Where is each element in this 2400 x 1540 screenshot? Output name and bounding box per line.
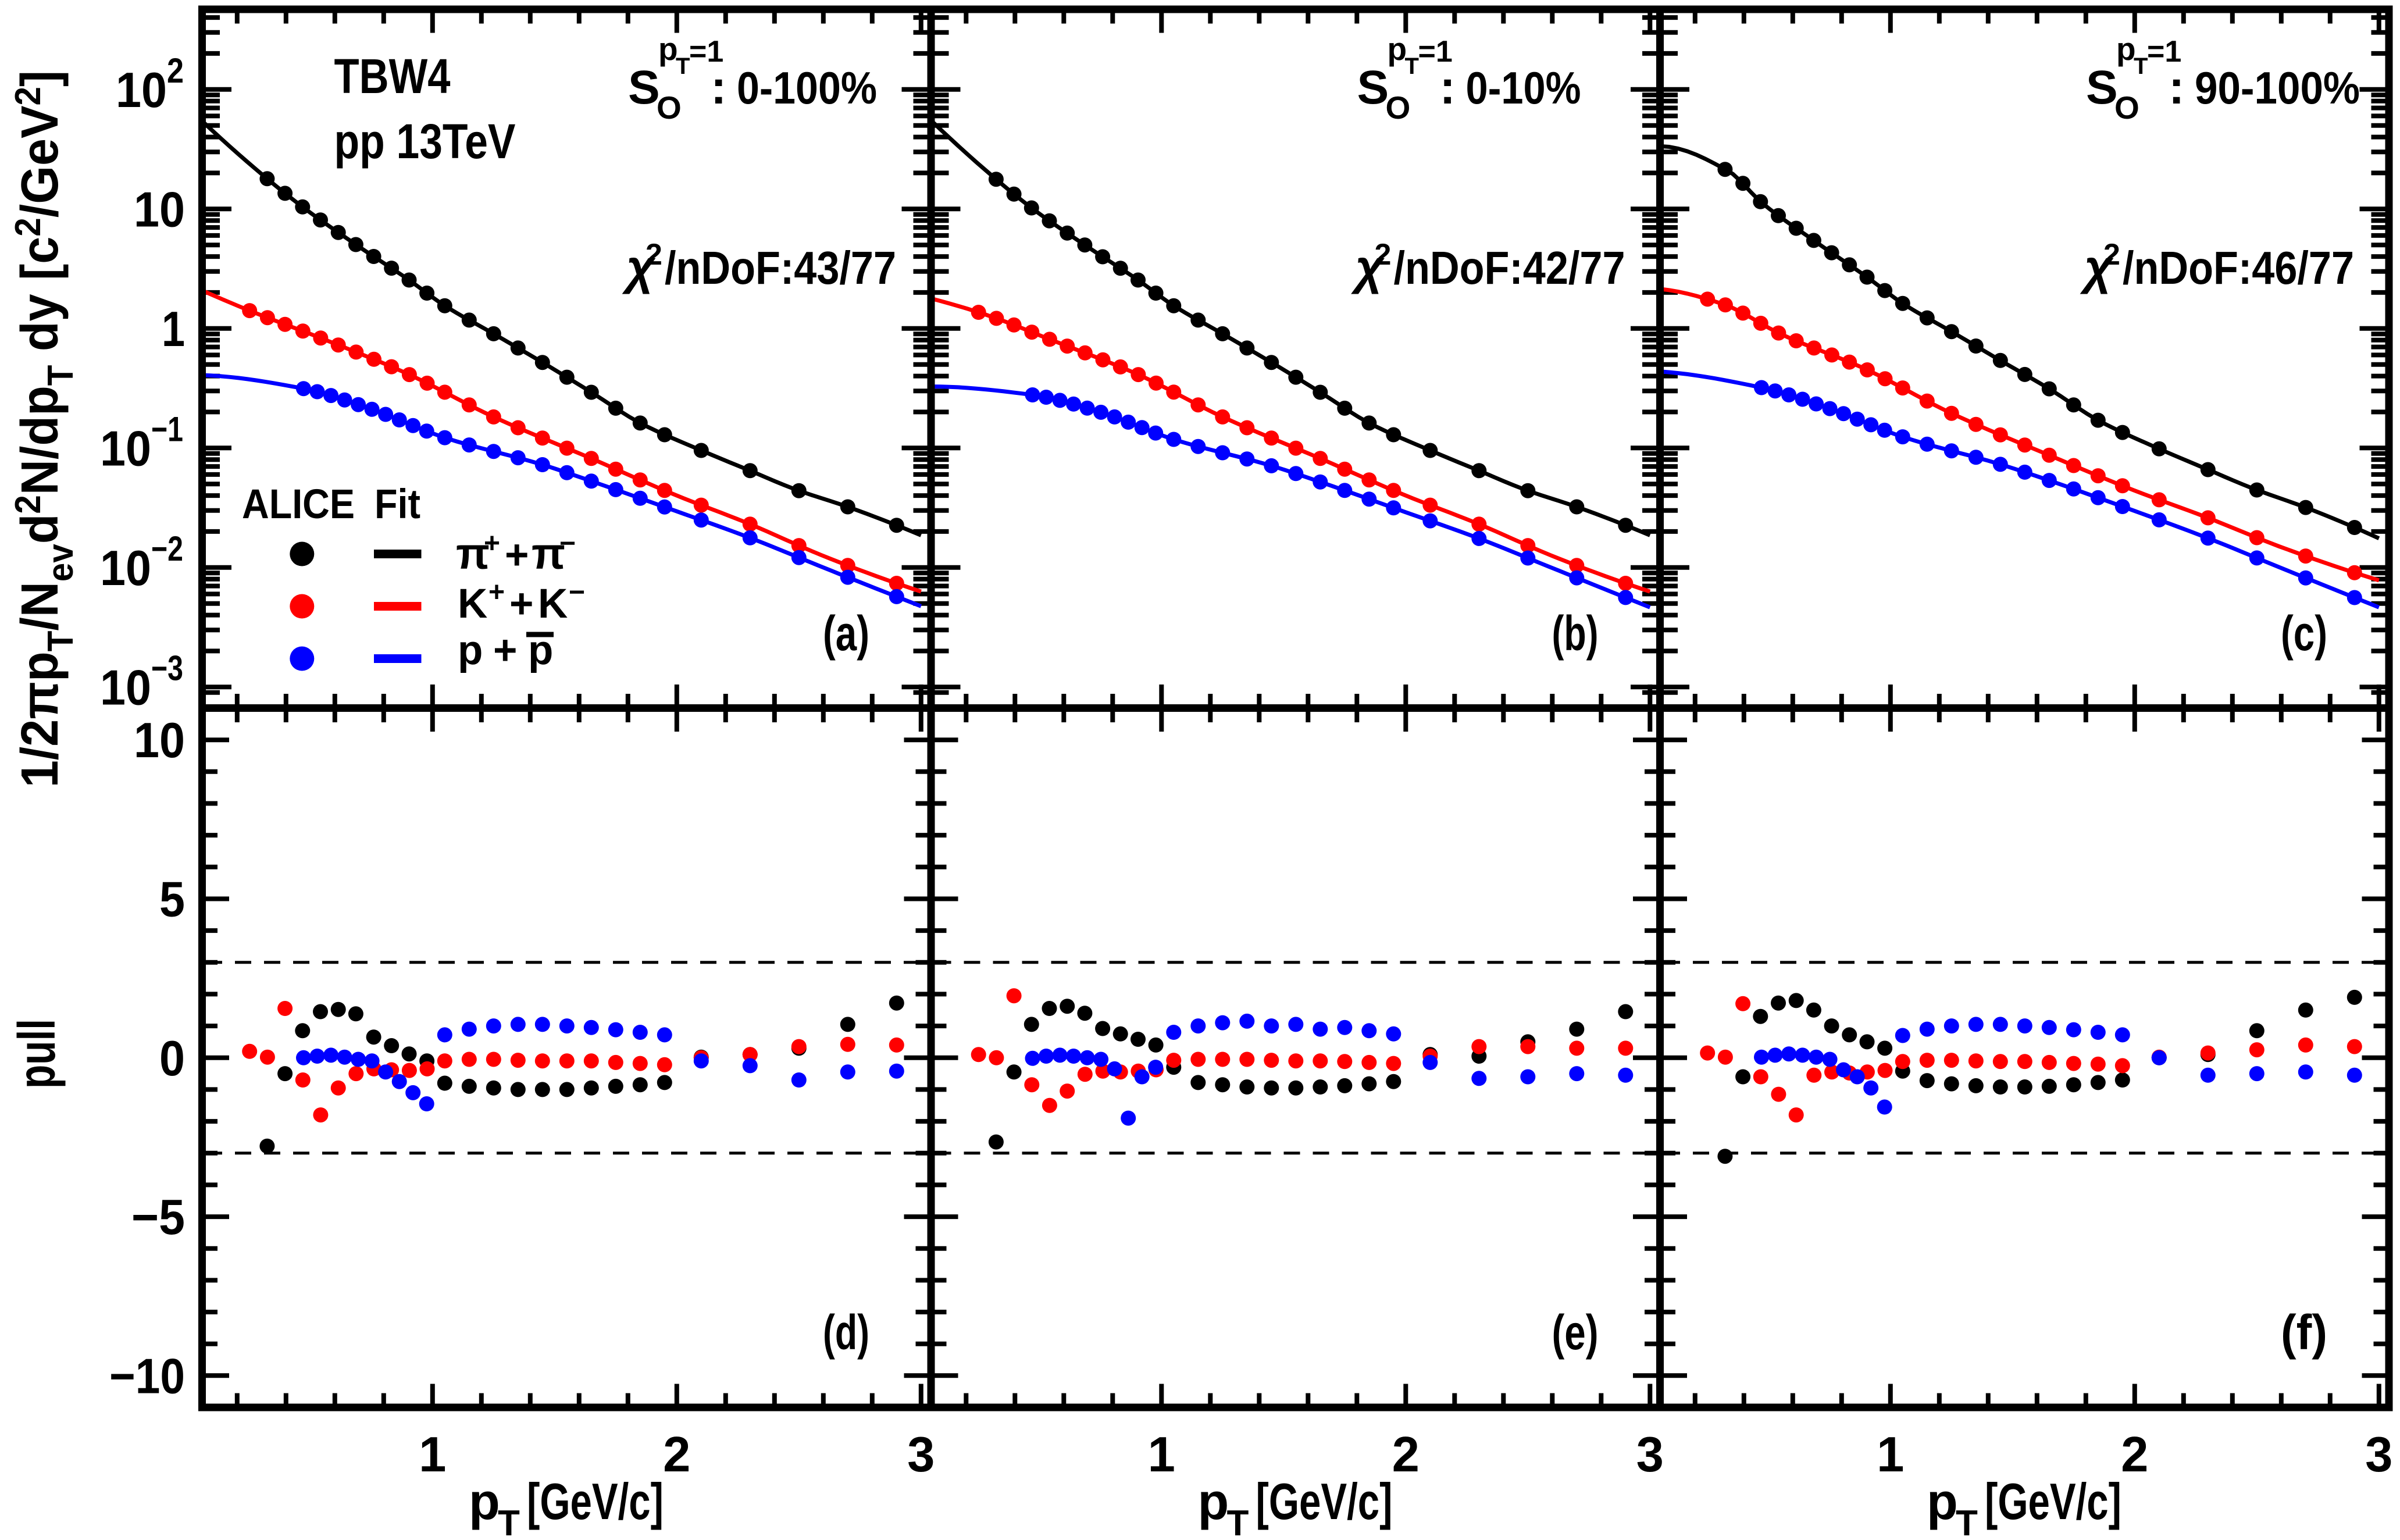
svg-text:10: 10 bbox=[100, 421, 151, 476]
svg-text:+: + bbox=[493, 628, 517, 673]
svg-text:π: π bbox=[456, 529, 490, 579]
svg-text:p: p bbox=[2116, 31, 2136, 67]
svg-text:1/2πpT/Nevd2N/dpT dy [c2/GeV2]: 1/2πpT/Nevd2N/dpT dy [c2/GeV2] bbox=[8, 70, 80, 787]
svg-text:pull: pull bbox=[8, 1019, 66, 1089]
svg-text:90-100%: 90-100% bbox=[2195, 62, 2360, 113]
svg-text:Fit: Fit bbox=[375, 482, 420, 527]
svg-text::: : bbox=[2169, 61, 2184, 114]
svg-text:2: 2 bbox=[646, 238, 662, 272]
svg-text::: : bbox=[1440, 61, 1456, 114]
svg-text:10: 10 bbox=[116, 63, 167, 118]
svg-text:−3: −3 bbox=[151, 648, 183, 687]
svg-text:/nDoF:43/77: /nDoF:43/77 bbox=[665, 242, 896, 294]
svg-text:T: T bbox=[676, 54, 690, 79]
svg-text:p: p bbox=[1927, 1473, 1958, 1530]
svg-text:p: p bbox=[469, 1473, 500, 1530]
svg-text:pp 13TeV: pp 13TeV bbox=[334, 114, 516, 169]
svg-text:0-10%: 0-10% bbox=[1466, 62, 1581, 113]
svg-text:2: 2 bbox=[663, 1427, 690, 1482]
svg-text:3: 3 bbox=[1636, 1427, 1664, 1482]
svg-text:0: 0 bbox=[159, 1031, 185, 1086]
svg-text::: : bbox=[711, 61, 726, 114]
svg-text:+: + bbox=[488, 577, 505, 608]
svg-text:[GeV/c]: [GeV/c] bbox=[527, 1473, 664, 1530]
svg-text:O: O bbox=[1386, 90, 1411, 126]
svg-text:S: S bbox=[2086, 61, 2118, 114]
svg-text:χ: χ bbox=[1351, 240, 1385, 294]
svg-text:1: 1 bbox=[419, 1427, 446, 1482]
svg-text:10: 10 bbox=[100, 541, 151, 596]
svg-text:TBW4: TBW4 bbox=[334, 49, 451, 104]
svg-text:(f): (f) bbox=[2281, 1305, 2327, 1360]
svg-text:+: + bbox=[505, 532, 529, 578]
svg-text:10: 10 bbox=[134, 182, 185, 237]
svg-text:0-100%: 0-100% bbox=[737, 62, 877, 113]
svg-text:1: 1 bbox=[1148, 1427, 1175, 1482]
svg-text:−1: −1 bbox=[151, 409, 183, 448]
svg-text:[GeV/c]: [GeV/c] bbox=[1985, 1473, 2121, 1530]
svg-text:p: p bbox=[658, 31, 678, 67]
svg-text:2: 2 bbox=[167, 51, 184, 90]
svg-text:p: p bbox=[1388, 31, 1407, 67]
svg-text:O: O bbox=[657, 90, 682, 126]
svg-text:=1: =1 bbox=[689, 35, 723, 69]
svg-text:−10: −10 bbox=[109, 1349, 185, 1404]
svg-text:=1: =1 bbox=[2147, 35, 2181, 69]
svg-text:T: T bbox=[498, 1503, 520, 1537]
svg-text:1: 1 bbox=[162, 302, 185, 357]
svg-text:[GeV/c]: [GeV/c] bbox=[1256, 1473, 1393, 1530]
svg-text:+: + bbox=[484, 528, 500, 559]
svg-text:3: 3 bbox=[2365, 1427, 2392, 1482]
svg-text:π: π bbox=[532, 529, 565, 579]
svg-text:(e): (e) bbox=[1552, 1305, 1599, 1360]
svg-text:−2: −2 bbox=[151, 529, 183, 568]
svg-text:S: S bbox=[1357, 61, 1389, 114]
svg-text:(d): (d) bbox=[823, 1305, 869, 1360]
svg-text:2: 2 bbox=[1375, 238, 1392, 272]
svg-text:10: 10 bbox=[134, 713, 185, 768]
svg-text:2: 2 bbox=[2121, 1427, 2148, 1482]
svg-text:/nDoF:46/77: /nDoF:46/77 bbox=[2123, 242, 2354, 294]
svg-text:−: − bbox=[559, 528, 576, 559]
svg-text:T: T bbox=[1956, 1503, 1978, 1537]
svg-text:χ: χ bbox=[2080, 240, 2114, 294]
svg-text:K: K bbox=[538, 581, 568, 627]
svg-text:p: p bbox=[1198, 1473, 1229, 1530]
svg-text:K: K bbox=[458, 581, 487, 627]
svg-text:ALICE: ALICE bbox=[242, 482, 355, 527]
svg-text:T: T bbox=[1405, 54, 1419, 79]
svg-text:T: T bbox=[1227, 1503, 1249, 1537]
svg-text:S: S bbox=[628, 61, 660, 114]
svg-text:3: 3 bbox=[907, 1427, 935, 1482]
svg-text:1: 1 bbox=[1877, 1427, 1904, 1482]
svg-text:=1: =1 bbox=[1418, 35, 1453, 69]
svg-text:2: 2 bbox=[1392, 1427, 1420, 1482]
svg-text:(b): (b) bbox=[1552, 606, 1599, 661]
svg-text:/nDoF:42/77: /nDoF:42/77 bbox=[1394, 242, 1625, 294]
svg-text:p: p bbox=[458, 628, 483, 673]
svg-text:5: 5 bbox=[159, 872, 185, 928]
svg-text:(c): (c) bbox=[2281, 606, 2327, 661]
svg-text:χ: χ bbox=[622, 240, 656, 294]
svg-text:O: O bbox=[2114, 90, 2139, 126]
svg-text:2: 2 bbox=[2103, 238, 2120, 272]
svg-text:T: T bbox=[2134, 54, 2148, 79]
svg-text:−5: −5 bbox=[131, 1190, 185, 1245]
svg-text:10: 10 bbox=[100, 660, 151, 715]
svg-text:(a): (a) bbox=[823, 606, 869, 661]
svg-text:−: − bbox=[569, 577, 585, 608]
svg-text:+: + bbox=[509, 581, 533, 627]
